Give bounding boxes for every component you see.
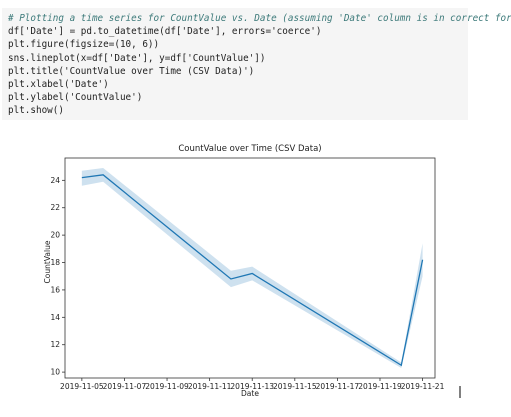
x-tick-label: 2019-11-11 [188,382,232,391]
x-tick-label: 2019-11-07 [103,382,147,391]
chart-title: CountValue over Time (CSV Data) [178,144,321,154]
x-axis-label: Date [241,389,259,398]
confidence-band [81,168,423,368]
plot-frame [64,157,436,379]
x-tick-label: 2019-11-09 [145,382,189,391]
code-cell: # Plotting a time series for CountValue … [2,8,511,120]
code-line: plt.figure(figsize=(10, 6)) [8,39,160,51]
y-axis-label: CountValue [43,240,52,283]
code-line: sns.lineplot(x=df['Date'], y=df['CountVa… [8,52,266,64]
y-tick-label: 24 [50,176,60,185]
x-tick-label: 2019-11-15 [273,382,317,391]
code-line: plt.show() [8,105,64,117]
code-line: plt.xlabel('Date') [8,78,109,90]
x-tick-label: 2019-11-17 [316,382,360,391]
y-tick-label: 18 [50,258,60,267]
y-tick-label: 12 [50,340,60,349]
x-tick-label: 2019-11-21 [401,382,445,391]
y-tick-label: 10 [50,368,60,377]
y-tick-label: 16 [50,285,60,294]
x-tick-label: 2019-11-19 [358,382,402,391]
code-line: plt.title('CountValue over Time (CSV Dat… [8,65,255,77]
code-line: df['Date'] = pd.to_datetime(df['Date'], … [8,26,322,38]
code-line: plt.ylabel('CountValue') [8,92,143,104]
y-tick-label: 22 [50,203,60,212]
x-tick-label: 2019-11-05 [60,382,104,391]
line [81,174,424,367]
y-tick-label: 14 [50,313,60,322]
x-tick-label: 2019-11-13 [230,382,274,391]
y-tick-label: 20 [50,231,60,240]
